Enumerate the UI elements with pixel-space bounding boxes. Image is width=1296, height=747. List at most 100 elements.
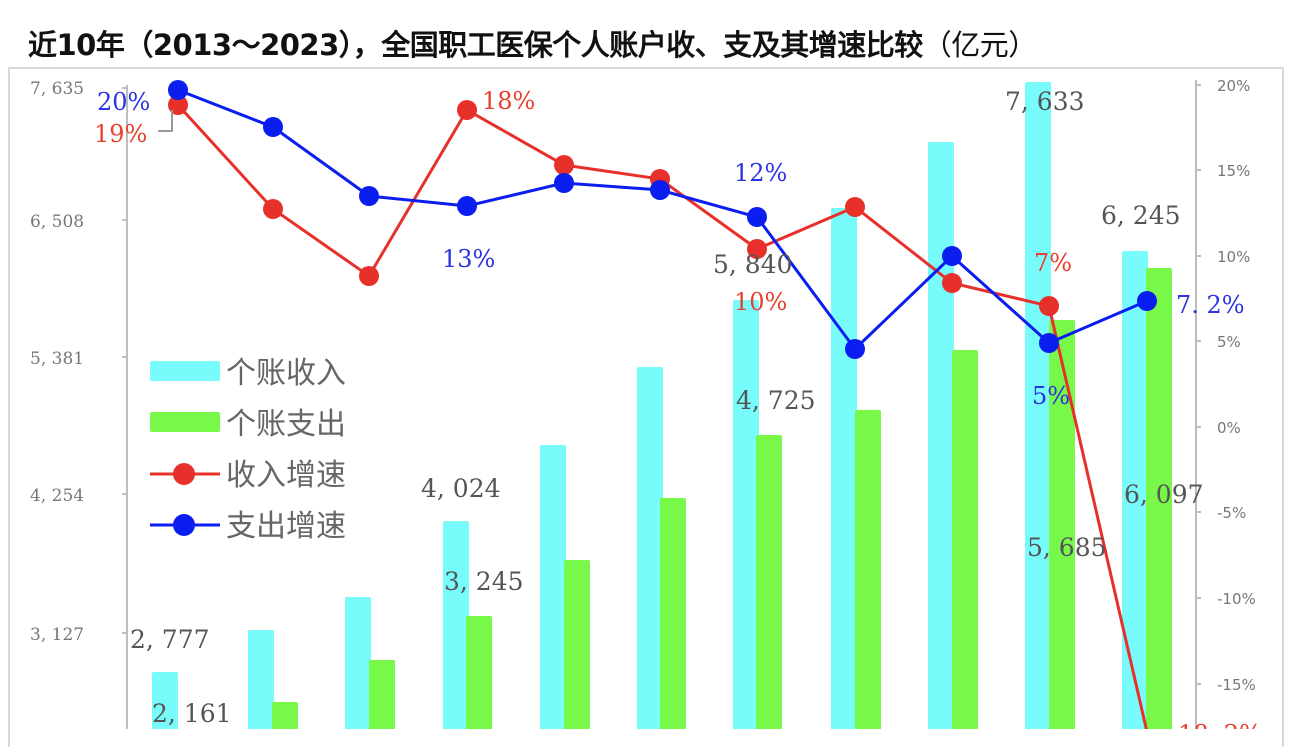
label-expense-growth-2022: 5%: [1032, 382, 1070, 410]
chart-title: 近10年（2013～2023），全国职工医保个人账户收、支及其增速比较（亿元）: [28, 22, 1037, 66]
point-income-growth-2016[interactable]: [457, 100, 477, 120]
point-expense-growth-2017[interactable]: [554, 173, 574, 193]
income-bars: [152, 82, 1148, 729]
left-axis-tick: 3, 127: [30, 625, 84, 645]
legend-marker-blue: [173, 514, 195, 536]
label-income-2019: 5, 840: [713, 250, 793, 279]
bar-income-2015[interactable]: [345, 597, 371, 729]
label-income-2016: 4, 024: [421, 474, 501, 503]
bar-expense-2019[interactable]: [756, 435, 782, 729]
right-axis-tick: -10%: [1217, 590, 1256, 608]
left-axis-tick: 7, 635: [30, 79, 84, 99]
legend-swatch-income: [150, 361, 220, 381]
legend: 个账收入 个账支出 收入增速 支出增速: [150, 356, 346, 544]
label-expense-growth-2019: 12%: [734, 159, 787, 187]
percent-labels: 20% 19% 18% 13% 12% 10% 7% 5% 7. 2% -18.…: [94, 87, 1262, 729]
chart-title-unit: （亿元）: [922, 28, 1038, 62]
bar-income-2018[interactable]: [637, 367, 663, 729]
income-growth-line: [168, 95, 1148, 729]
left-axis-tick: 5, 381: [30, 349, 84, 369]
left-axis: 7, 635 6, 508 5, 381 4, 254 3, 127: [30, 79, 128, 729]
label-income-2023: 6, 245: [1101, 201, 1181, 230]
point-expense-growth-2018[interactable]: [650, 180, 670, 200]
bar-income-2017[interactable]: [540, 445, 566, 729]
legend-marker-red: [173, 463, 195, 485]
right-axis-tick: 15%: [1217, 162, 1250, 180]
label-income-growth-2022: 7%: [1034, 249, 1072, 277]
label-income-2013: 2, 777: [130, 625, 210, 654]
value-labels: 2, 777 2, 161 4, 024 3, 245 5, 840 4, 72…: [130, 87, 1204, 728]
legend-label: 个账收入: [226, 356, 346, 391]
bar-expense-2014[interactable]: [272, 702, 298, 729]
label-expense-2023: 6, 097: [1124, 480, 1204, 509]
legend-label: 个账支出: [226, 407, 346, 442]
bar-expense-2016[interactable]: [466, 616, 492, 729]
legend-swatch-expense: [150, 412, 220, 432]
label-income-growth-2023: -18. 2%: [1170, 720, 1262, 729]
point-expense-growth-2019[interactable]: [747, 207, 767, 227]
label-expense-2013: 2, 161: [152, 699, 232, 728]
label-income-growth-2019: 10%: [734, 288, 787, 316]
label-expense-growth-2023: 7. 2%: [1176, 291, 1245, 319]
legend-label: 收入增速: [226, 458, 346, 493]
label-expense-2019: 4, 725: [736, 386, 816, 415]
chart-frame: [8, 67, 1284, 747]
bar-expense-2017[interactable]: [564, 560, 590, 729]
label-leader-line: [158, 110, 173, 132]
point-expense-growth-2015[interactable]: [359, 186, 379, 206]
chart-canvas: 7, 635 6, 508 5, 381 4, 254 3, 127 20% 1…: [30, 77, 1262, 729]
bar-expense-2022[interactable]: [1049, 320, 1075, 729]
bar-income-2014[interactable]: [248, 630, 274, 729]
bar-income-2016[interactable]: [443, 521, 469, 729]
label-income-2022: 7, 633: [1005, 87, 1085, 116]
bar-income-2022[interactable]: [1025, 82, 1051, 729]
point-income-growth-2015[interactable]: [359, 266, 379, 286]
bar-income-2020[interactable]: [831, 208, 857, 729]
label-expense-2022: 5, 685: [1027, 533, 1107, 562]
expense-growth-line: [168, 80, 1157, 359]
point-expense-growth-2014[interactable]: [263, 117, 283, 137]
bar-expense-2020[interactable]: [855, 410, 881, 729]
right-axis-tick: 0%: [1217, 419, 1241, 437]
label-income-growth-2016: 18%: [482, 87, 535, 115]
label-expense-growth-2013: 20%: [97, 88, 150, 116]
right-axis: 20% 15% 10% 5% 0% -5% -10% -15%: [1195, 77, 1256, 729]
left-axis-tick: 6, 508: [30, 212, 84, 232]
label-income-growth-2013: 19%: [94, 120, 147, 148]
right-axis-tick: 20%: [1217, 77, 1250, 95]
point-expense-growth-2023[interactable]: [1137, 291, 1157, 311]
point-income-growth-2019[interactable]: [747, 239, 767, 259]
right-axis-tick: -5%: [1217, 504, 1246, 522]
bar-income-2019[interactable]: [733, 300, 759, 729]
bar-expense-2021[interactable]: [952, 350, 978, 729]
label-expense-2016: 3, 245: [444, 567, 524, 596]
point-income-growth-2020[interactable]: [845, 197, 865, 217]
point-income-growth-2017[interactable]: [554, 155, 574, 175]
right-axis-tick: 5%: [1217, 333, 1241, 351]
bar-income-2023[interactable]: [1122, 251, 1148, 729]
right-axis-tick: -15%: [1217, 676, 1256, 694]
bar-expense-2018[interactable]: [660, 498, 686, 729]
legend-label: 支出增速: [226, 509, 346, 544]
legend-item-income-growth[interactable]: 收入增速: [150, 458, 346, 493]
point-income-growth-2022[interactable]: [1039, 296, 1059, 316]
legend-item-expense[interactable]: 个账支出: [150, 407, 346, 442]
bar-expense-2023[interactable]: [1146, 268, 1172, 729]
label-expense-growth-2016: 13%: [442, 245, 495, 273]
legend-item-expense-growth[interactable]: 支出增速: [150, 509, 346, 544]
point-expense-growth-2016[interactable]: [457, 196, 477, 216]
legend-item-income[interactable]: 个账收入: [150, 356, 346, 391]
bar-expense-2015[interactable]: [369, 660, 395, 729]
point-expense-growth-2022[interactable]: [1039, 333, 1059, 353]
point-income-growth-2014[interactable]: [263, 199, 283, 219]
right-axis-tick: 10%: [1217, 248, 1250, 266]
bar-income-2021[interactable]: [928, 142, 954, 729]
point-expense-growth-2020[interactable]: [845, 339, 865, 359]
point-income-growth-2021[interactable]: [942, 273, 962, 293]
chart-title-main: 近10年（2013～2023），全国职工医保个人账户收、支及其增速比较: [28, 28, 923, 62]
left-axis-tick: 4, 254: [30, 486, 84, 506]
point-expense-growth-2013[interactable]: [168, 80, 188, 100]
point-expense-growth-2021[interactable]: [942, 246, 962, 266]
expense-bars: [272, 268, 1172, 729]
bar-income-2013[interactable]: [152, 672, 178, 729]
